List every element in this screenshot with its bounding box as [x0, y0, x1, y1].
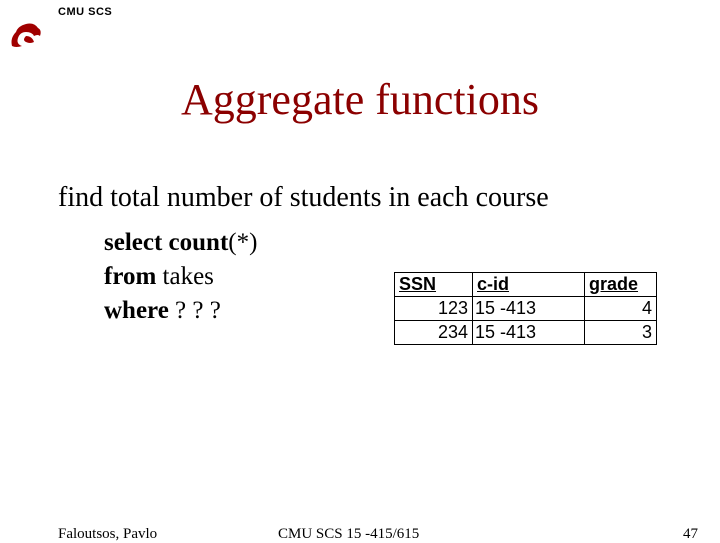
query-line-2-rest: takes — [156, 263, 214, 290]
col-header-grade: grade — [585, 273, 657, 297]
footer-course: CMU SCS 15 -415/615 — [278, 526, 419, 543]
query-line-3-rest: ? ? ? — [169, 297, 221, 324]
cmu-griffin-logo — [6, 18, 46, 52]
footer-authors: Faloutsos, Pavlo — [58, 526, 157, 543]
cell-ssn: 234 — [395, 321, 473, 345]
cell-cid: 15 -413 — [473, 321, 585, 345]
keyword-select: select count — [104, 229, 228, 256]
slide-title: Aggregate functions — [0, 74, 720, 125]
cell-cid: 15 -413 — [473, 297, 585, 321]
header-label: CMU SCS — [58, 6, 112, 18]
header: CMU SCS — [58, 6, 112, 18]
cell-ssn: 123 — [395, 297, 473, 321]
takes-table: SSN c-id grade 123 15 -413 4 234 15 -413… — [394, 272, 657, 345]
slide-subtitle: find total number of students in each co… — [58, 182, 549, 214]
table-row: 234 15 -413 3 — [395, 321, 657, 345]
query-line-1-rest: (*) — [228, 229, 257, 256]
cell-grade: 4 — [585, 297, 657, 321]
table-header-row: SSN c-id grade — [395, 273, 657, 297]
table-row: 123 15 -413 4 — [395, 297, 657, 321]
keyword-where: where — [104, 297, 169, 324]
col-header-ssn: SSN — [395, 273, 473, 297]
query-line-3: where ? ? ? — [104, 294, 257, 328]
query-line-1: select count(*) — [104, 226, 257, 260]
footer-page-number: 47 — [683, 526, 698, 543]
col-header-cid: c-id — [473, 273, 585, 297]
query-line-2: from takes — [104, 260, 257, 294]
sql-query: select count(*) from takes where ? ? ? — [104, 226, 257, 327]
keyword-from: from — [104, 263, 156, 290]
cell-grade: 3 — [585, 321, 657, 345]
